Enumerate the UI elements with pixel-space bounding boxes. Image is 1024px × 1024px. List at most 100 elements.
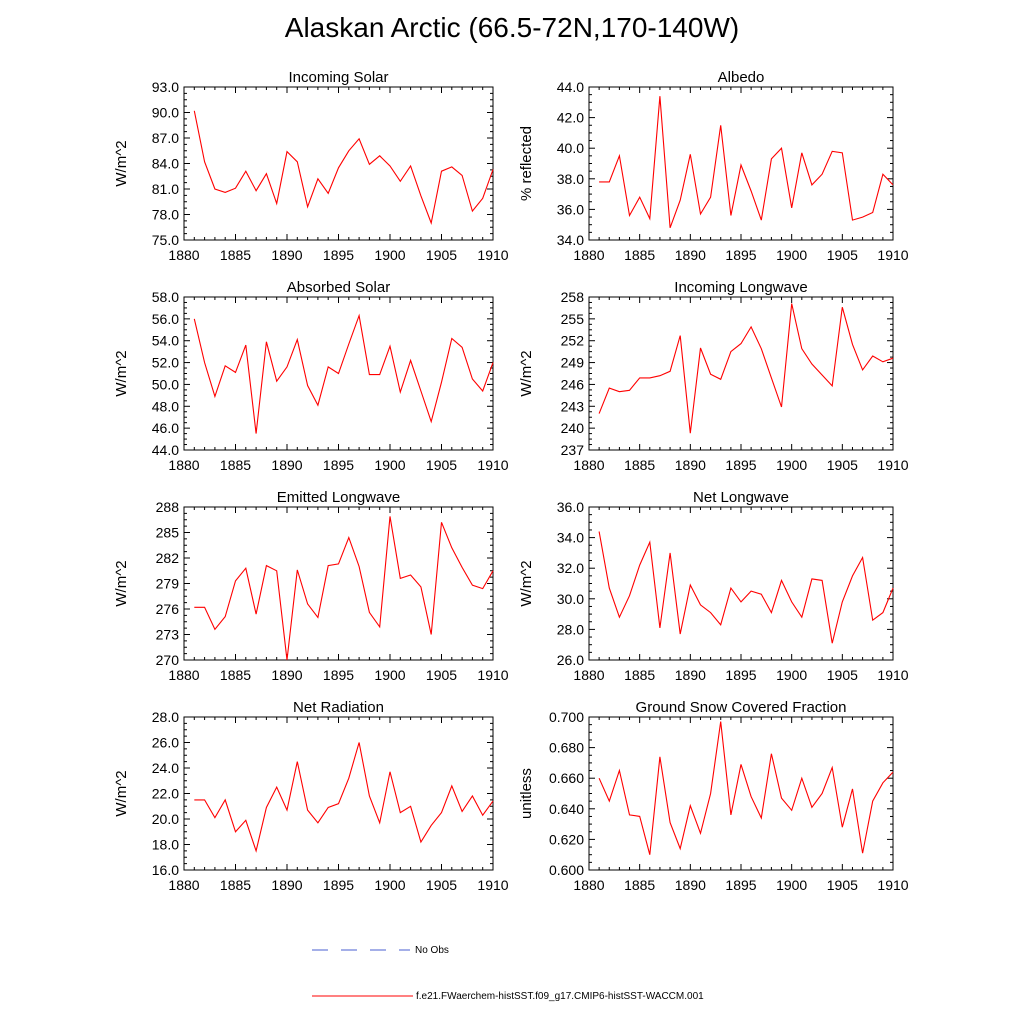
panel-title: Ground Snow Covered Fraction <box>636 699 847 716</box>
x-tick-label: 1910 <box>877 247 908 263</box>
x-tick-label: 1905 <box>827 877 858 893</box>
y-axis-label: % reflected <box>518 126 535 201</box>
x-tick-label: 1880 <box>168 457 199 473</box>
series-line <box>598 531 894 644</box>
y-tick-label: 237 <box>561 442 585 458</box>
y-tick-label: 0.640 <box>549 801 584 817</box>
x-tick-label: 1890 <box>271 247 302 263</box>
x-tick-label: 1885 <box>624 457 655 473</box>
y-tick-label: 36.0 <box>557 201 584 217</box>
y-tick-label: 24.0 <box>152 760 179 776</box>
legend-obs-label: No Obs <box>415 945 449 956</box>
x-tick-label: 1895 <box>725 877 756 893</box>
x-tick-label: 1910 <box>477 877 508 893</box>
panel-incoming-solar: Incoming Solar W/m^2 1880 1885 1890 1895 1900 1… <box>113 69 509 263</box>
y-tick-label: 285 <box>156 525 180 541</box>
y-tick-label: 22.0 <box>152 786 179 802</box>
y-tick-label: 56.0 <box>152 311 179 327</box>
y-axis-label: W/m^2 <box>518 350 535 396</box>
y-tick-label: 81.0 <box>152 181 179 197</box>
panel-ground-snow-covered-fraction: Ground Snow Covered Fraction unitless 1880… <box>518 699 909 893</box>
panel-title: Absorbed Solar <box>287 279 390 296</box>
x-tick-label: 1895 <box>323 667 354 683</box>
y-tick-label: 58.0 <box>152 289 179 305</box>
legend: No Obs f.e21.FWaerchem-histSST.f09_g17.CM… <box>312 945 704 1002</box>
x-tick-label: 1900 <box>374 247 405 263</box>
y-tick-label: 20.0 <box>152 811 179 827</box>
y-tick-label: 270 <box>156 652 180 668</box>
x-tick-label: 1880 <box>573 247 604 263</box>
panel-title: Emitted Longwave <box>277 489 400 506</box>
y-tick-label: 84.0 <box>152 156 179 172</box>
x-tick-label: 1890 <box>271 667 302 683</box>
y-tick-label: 34.0 <box>557 232 584 248</box>
plot-frame <box>183 716 494 871</box>
x-tick-label: 1880 <box>168 877 199 893</box>
x-tick-label: 1895 <box>725 667 756 683</box>
x-tick-label: 1895 <box>323 457 354 473</box>
x-tick-label: 1885 <box>624 667 655 683</box>
y-tick-label: 26.0 <box>557 652 584 668</box>
x-tick-label: 1885 <box>220 247 251 263</box>
x-tick-label: 1910 <box>877 877 908 893</box>
y-tick-label: 258 <box>561 289 585 305</box>
y-tick-label: 288 <box>156 499 180 515</box>
y-tick-label: 249 <box>561 355 585 371</box>
x-tick-label: 1905 <box>426 247 457 263</box>
y-tick-label: 78.0 <box>152 207 179 223</box>
x-tick-label: 1905 <box>426 457 457 473</box>
x-tick-label: 1895 <box>323 877 354 893</box>
x-tick-label: 1890 <box>675 457 706 473</box>
series-line <box>194 742 494 853</box>
x-tick-label: 1890 <box>675 247 706 263</box>
y-tick-label: 36.0 <box>557 499 584 515</box>
x-tick-label: 1895 <box>725 247 756 263</box>
y-tick-label: 252 <box>561 333 585 349</box>
y-tick-label: 0.680 <box>549 740 584 756</box>
y-tick-label: 50.0 <box>152 376 179 392</box>
y-tick-label: 44.0 <box>152 442 179 458</box>
y-tick-label: 26.0 <box>152 735 179 751</box>
y-axis-label: W/m^2 <box>113 560 130 606</box>
x-tick-label: 1890 <box>675 667 706 683</box>
x-tick-label: 1895 <box>323 247 354 263</box>
y-tick-label: 87.0 <box>152 130 179 146</box>
plot-frame <box>588 716 894 871</box>
y-tick-label: 93.0 <box>152 79 179 95</box>
y-axis-label: W/m^2 <box>518 560 535 606</box>
x-tick-label: 1910 <box>477 667 508 683</box>
x-tick-label: 1905 <box>827 667 858 683</box>
y-axis-label: W/m^2 <box>113 770 130 816</box>
y-tick-label: 90.0 <box>152 105 179 121</box>
series-line <box>193 110 494 225</box>
plot-frame <box>183 506 494 661</box>
x-tick-label: 1880 <box>168 667 199 683</box>
y-tick-label: 28.0 <box>152 709 179 725</box>
y-tick-label: 48.0 <box>152 398 179 414</box>
panel-absorbed-solar: Absorbed Solar W/m^2 1880 1885 1890 1895 1900 1… <box>113 279 509 473</box>
series-line <box>194 516 494 661</box>
series-line <box>598 303 894 434</box>
y-tick-label: 18.0 <box>152 837 179 853</box>
x-tick-label: 1910 <box>877 667 908 683</box>
x-tick-label: 1885 <box>624 877 655 893</box>
x-tick-label: 1885 <box>220 667 251 683</box>
y-tick-label: 42.0 <box>557 110 584 126</box>
y-tick-label: 282 <box>156 550 180 566</box>
series-line <box>599 96 894 228</box>
x-tick-label: 1890 <box>271 877 302 893</box>
panel-net-longwave: Net Longwave W/m^2 1880 1885 1890 1895 1900 190… <box>518 489 909 683</box>
y-tick-label: 75.0 <box>152 232 179 248</box>
y-tick-label: 243 <box>561 398 585 414</box>
y-tick-label: 28.0 <box>557 621 584 637</box>
x-tick-label: 1885 <box>220 457 251 473</box>
y-tick-label: 0.660 <box>549 770 584 786</box>
x-tick-label: 1890 <box>271 457 302 473</box>
y-tick-label: 54.0 <box>152 333 179 349</box>
panel-title: Net Radiation <box>293 699 384 716</box>
x-tick-label: 1905 <box>426 877 457 893</box>
x-tick-label: 1885 <box>624 247 655 263</box>
x-tick-label: 1880 <box>573 667 604 683</box>
panel-incoming-longwave: Incoming Longwave W/m^2 1880 1885 1890 1895 19… <box>518 279 909 473</box>
